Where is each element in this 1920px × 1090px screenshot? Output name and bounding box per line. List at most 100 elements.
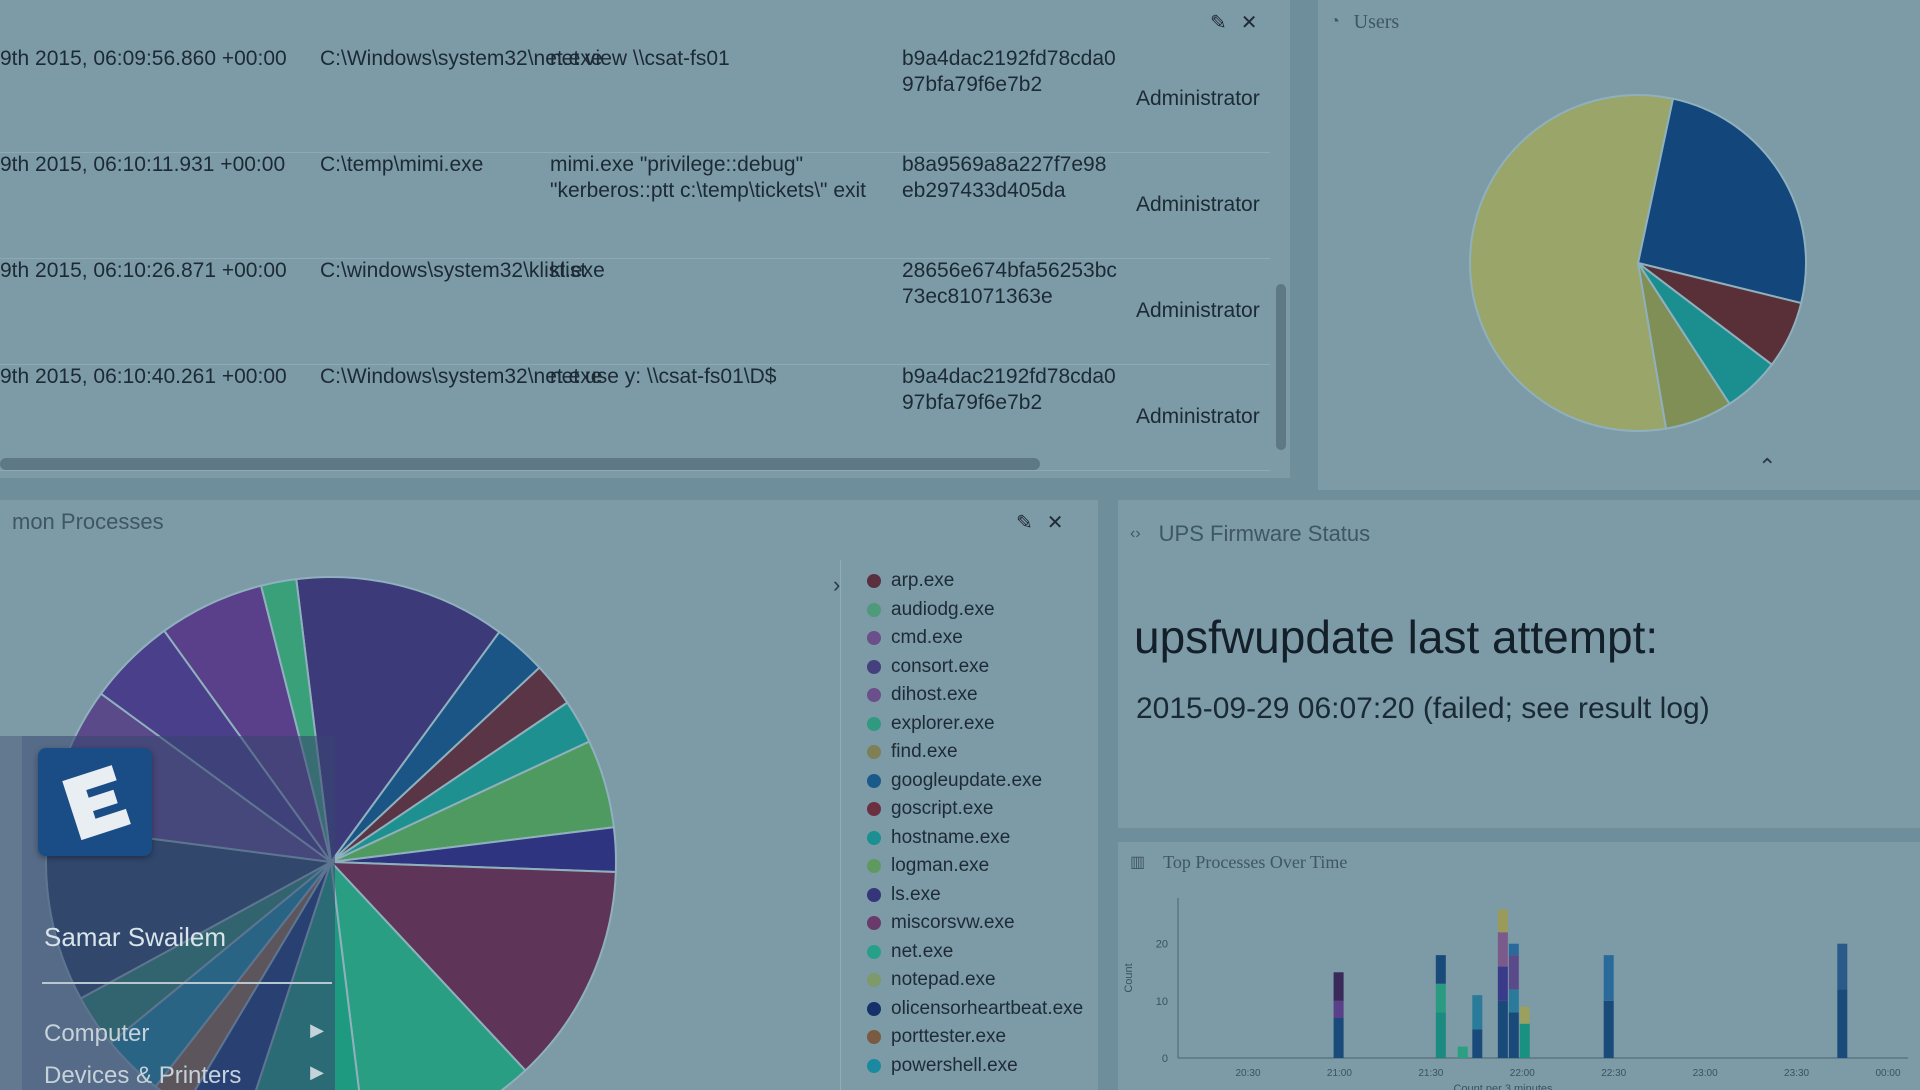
legend-label: dihost.exe [891, 684, 978, 705]
legend-label: consort.exe [891, 655, 990, 677]
legend-label: ls.exe [891, 883, 941, 905]
user-cell: Administrator [1136, 193, 1260, 216]
bar-segment [1603, 955, 1614, 1001]
legend-item[interactable]: goscript.exe [867, 796, 993, 822]
bar-segment [1472, 1029, 1483, 1058]
legend-item[interactable]: googleupdate.exe [867, 768, 1042, 794]
table-row[interactable]: 9th 2015, 06:10:26.871 +00:00 C:\windows\… [0, 258, 1270, 365]
x-tick-label: 21:30 [1418, 1068, 1443, 1079]
start-menu-item-computer[interactable]: Computer ▶ [44, 1020, 334, 1048]
submenu-arrow-icon: ▶ [310, 1020, 324, 1040]
bar-segment [1519, 1006, 1530, 1024]
legend-item[interactable]: net.exe [867, 939, 953, 965]
edit-pencil-icon[interactable]: ✎ [1016, 512, 1033, 534]
processes-legend: › arp.exe audiodg.exe cmd.exe consort.exe di… [833, 560, 1098, 1090]
y-tick-label: 0 [1162, 1053, 1168, 1065]
bar-segment [1333, 1018, 1344, 1058]
bar-segment [1519, 1023, 1530, 1058]
legend-label: find.exe [891, 741, 958, 762]
bar-segment [1333, 1000, 1344, 1018]
x-tick-label: 20:30 [1235, 1068, 1260, 1079]
x-tick-label: 23:30 [1784, 1068, 1809, 1079]
legend-color-dot [867, 659, 881, 674]
legend-item[interactable]: hostname.exe [867, 825, 1010, 851]
processes-pie-slice[interactable] [295, 576, 501, 865]
bar-segment [1435, 955, 1446, 984]
ups-firmware-status-panel: ‹› UPS Firmware Status upsfwupdate last … [1118, 500, 1920, 828]
bar-segment [1837, 943, 1848, 990]
bar-segment [1435, 1012, 1446, 1058]
legend-color-dot [867, 830, 881, 845]
legend-label: olicensorheartbeat.exe [891, 997, 1084, 1019]
timestamp-cell: 9th 2015, 06:10:40.261 +00:00 [0, 365, 287, 388]
legend-color-dot [867, 1058, 881, 1073]
legend-item[interactable]: arp.exe [867, 568, 954, 594]
y-axis-label: Count [1123, 963, 1135, 992]
bar-chart-icon: ▥ [1130, 854, 1146, 871]
app-logo-tile[interactable] [38, 748, 152, 856]
legend-item[interactable]: explorer.exe [867, 711, 995, 737]
table-row[interactable]: 9th 2015, 06:09:56.860 +00:00 C:\Windows\… [0, 46, 1270, 153]
legend-label: cmd.exe [891, 627, 963, 648]
bar-segment [1508, 989, 1519, 1013]
legend-item[interactable]: ls.exe [867, 882, 941, 908]
legend-label: miscorsvw.exe [891, 912, 1015, 933]
start-menu-item-label: Computer [44, 1020, 150, 1047]
legend-label: powershell.exe [891, 1054, 1018, 1076]
legend-item[interactable]: powershell.exe [867, 1053, 1018, 1079]
legend-item[interactable]: audiodg.exe [867, 597, 995, 623]
users-panel-title: Users [1353, 10, 1400, 33]
timestamp-cell: 9th 2015, 06:09:56.860 +00:00 [0, 47, 287, 70]
processes-pie-slice[interactable] [329, 859, 527, 1090]
user-cell: Administrator [1136, 87, 1260, 110]
start-menu-overlay: Samar Swailem Computer ▶ Devices & Print… [0, 736, 335, 1090]
legend-label: logman.exe [891, 855, 990, 876]
code-brackets-icon: ‹› [1130, 525, 1141, 542]
table-panel-controls: ✎ ✕ [1210, 10, 1258, 35]
vertical-scrollbar[interactable] [1276, 284, 1286, 450]
legend-color-dot [867, 602, 881, 617]
table-row[interactable]: 9th 2015, 06:10:11.931 +00:00 C:\temp\mim… [0, 152, 1270, 259]
bar-segment [1837, 989, 1848, 1058]
top-processes-title: Top Processes Over Time [1163, 851, 1348, 872]
start-menu-user-name[interactable]: Samar Swailem [44, 922, 227, 952]
legend-item[interactable]: olicensorheartbeat.exe [867, 996, 1083, 1022]
legend-item[interactable]: find.exe [867, 739, 958, 765]
legend-label: hostname.exe [891, 826, 1011, 848]
collapse-chevron-up-icon[interactable]: ⌃ [1758, 454, 1777, 479]
legend-color-dot [867, 887, 881, 902]
legend-item[interactable]: logman.exe [867, 853, 989, 879]
users-panel: ◔ Users ⌃ [1318, 0, 1920, 490]
user-cell: Administrator [1136, 405, 1260, 428]
submenu-arrow-icon: ▶ [310, 1062, 324, 1082]
horizontal-scrollbar[interactable] [0, 458, 1040, 470]
legend-item[interactable]: porttester.exe [867, 1024, 1006, 1050]
legend-color-dot [867, 773, 881, 788]
legend-item[interactable]: miscorsvw.exe [867, 910, 1015, 936]
legend-item[interactable]: cmd.exe [867, 625, 963, 651]
command-line-cell: klist [550, 259, 587, 282]
edit-pencil-icon[interactable]: ✎ [1210, 12, 1227, 34]
close-icon[interactable]: ✕ [1240, 12, 1258, 34]
close-icon[interactable]: ✕ [1046, 512, 1064, 534]
legend-color-dot [867, 574, 881, 588]
legend-item[interactable]: consort.exe [867, 654, 989, 680]
users-pie-chart [1469, 94, 1807, 432]
hash-cell: b9a4dac2192fd78cda097bfa79f6e7b2 [902, 47, 1116, 96]
users-pie-slice[interactable] [1469, 94, 1675, 432]
bar-segment [1497, 966, 1508, 1001]
start-menu-item-devices-printers[interactable]: Devices & Printers ▶ [44, 1062, 334, 1090]
legend-color-dot [867, 916, 881, 930]
legend-item[interactable]: dihost.exe [867, 682, 978, 708]
processes-pie-slice[interactable] [328, 860, 617, 1072]
legend-item[interactable]: notepad.exe [867, 967, 996, 993]
legend-color-dot [867, 1030, 881, 1044]
x-tick-label: 22:00 [1510, 1068, 1535, 1079]
top-processes-over-time-panel: ▥ Top Processes Over Time 0 10 20 Count 20:3… [1118, 842, 1920, 1090]
table-row[interactable]: 9th 2015, 06:10:40.261 +00:00 C:\Windows\… [0, 364, 1270, 471]
top-processes-header: ▥ Top Processes Over Time [1118, 842, 1920, 882]
legend-toggle-chevron-icon[interactable]: › [833, 572, 841, 597]
legend-color-dot [867, 631, 881, 645]
bar-segment [1472, 995, 1483, 1030]
users-pie-slice[interactable] [1636, 97, 1807, 305]
